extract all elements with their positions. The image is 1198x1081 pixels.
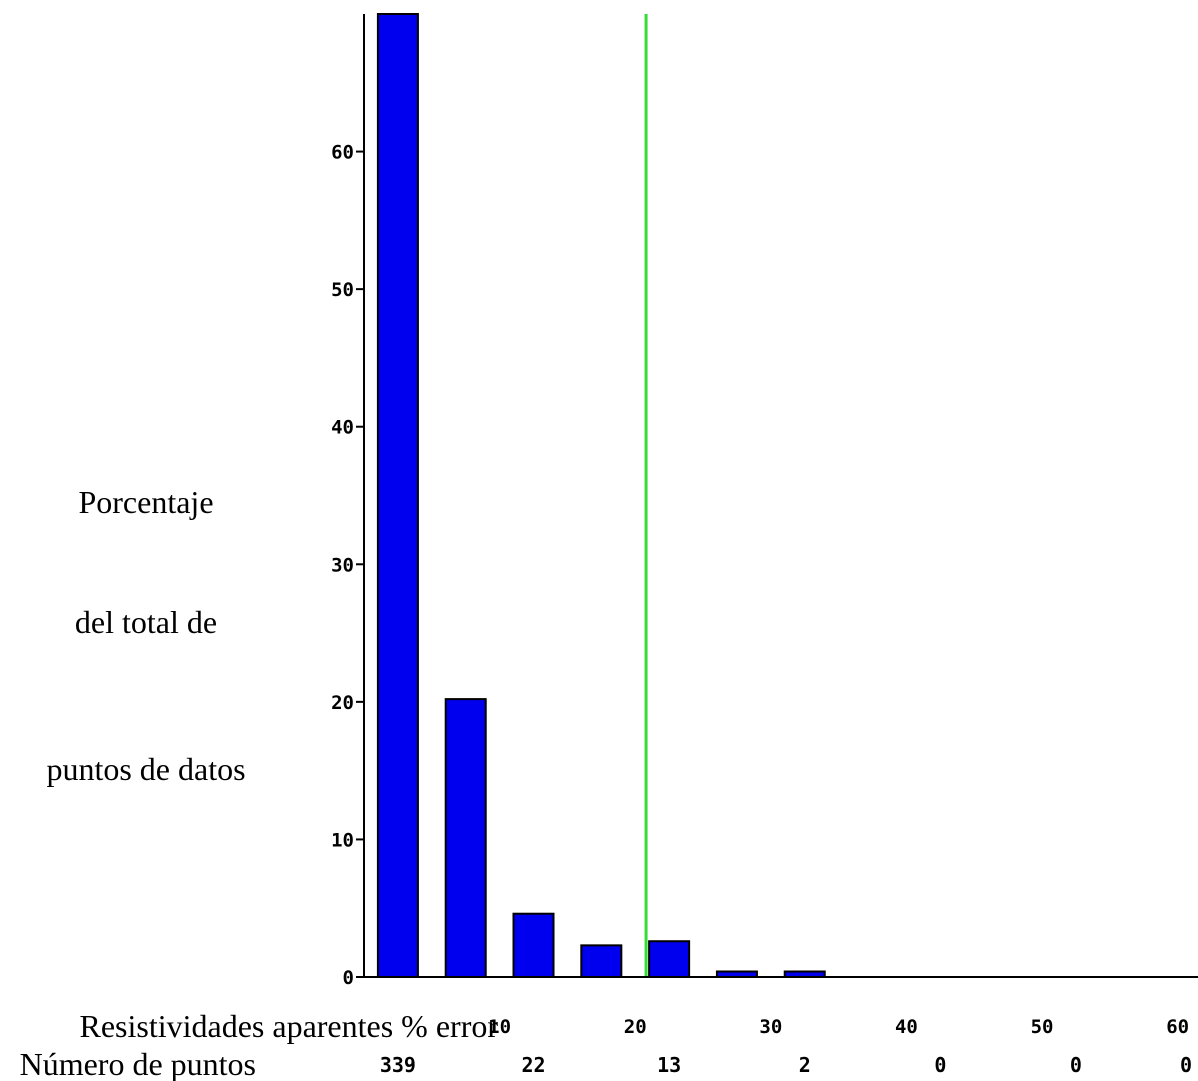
y-ticks-group: 0 10 20 30 40 50 60 [331,142,364,989]
x-tick-label-30: 30 [759,1016,782,1038]
bar-2 [444,698,487,978]
y-tick-label-60: 60 [331,142,354,164]
x-tick-label-60: 60 [1166,1016,1189,1038]
bar-3 [512,912,555,979]
count-label-6: 0 [1070,1053,1082,1077]
bars-group [376,13,826,979]
count-label-4: 2 [799,1053,811,1077]
bar-5 [648,940,691,979]
x-tick-label-10: 10 [488,1016,511,1038]
x-tick-label-50: 50 [1031,1016,1054,1038]
count-label-3: 13 [657,1053,681,1077]
y-axis-label-line-2: del total de [75,604,217,640]
y-tick-label-30: 30 [331,554,354,576]
y-tick-label-20: 20 [331,692,354,714]
x-tick-label-40: 40 [895,1016,918,1038]
count-label-5: 0 [934,1053,946,1077]
y-tick-label-10: 10 [331,829,354,851]
x-ticks-group: 10 20 30 40 50 60 [488,1016,1189,1038]
count-label-2: 22 [521,1053,545,1077]
y-axis-label-line-1: Porcentaje [78,484,213,520]
x-tick-label-20: 20 [624,1016,647,1038]
y-axis-label-line-3: puntos de datos [46,751,245,787]
y-tick-label-40: 40 [331,417,354,439]
count-label-7: 0 [1180,1053,1192,1077]
count-row-label: Número de puntos [20,1046,256,1081]
y-tick-label-50: 50 [331,279,354,301]
y-tick-label-0: 0 [343,967,354,989]
counts-group: 339 22 13 2 0 0 0 [380,1053,1192,1077]
count-label-1: 339 [380,1053,416,1077]
bar-4 [580,944,623,979]
bar-1 [376,13,419,978]
x-axis-label: Resistividades aparentes % error [79,1008,498,1044]
